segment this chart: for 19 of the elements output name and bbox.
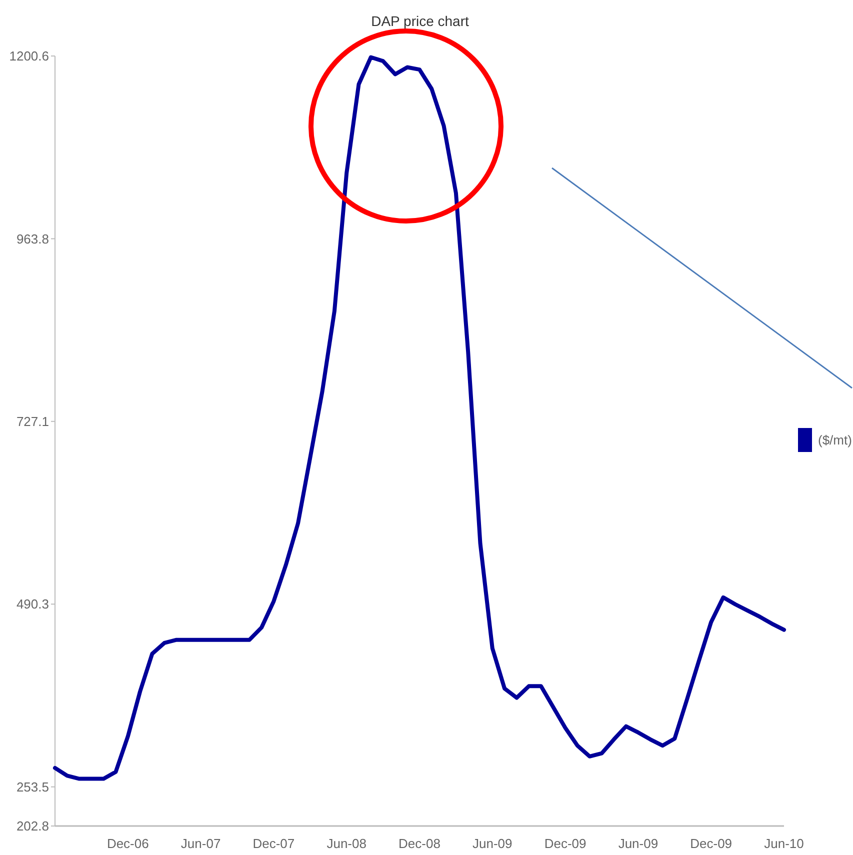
y-tick-label: 1200.6 <box>9 48 49 64</box>
x-tick-label: Jun-09 <box>472 836 512 851</box>
x-tick-label: Dec-06 <box>106 836 149 851</box>
x-tick-label: Dec-09 <box>544 836 586 851</box>
x-tick-label: Jun-10 <box>764 836 804 851</box>
x-tick-label: Dec-08 <box>398 836 440 851</box>
y-tick-label: 202.8 <box>16 818 49 834</box>
chart-title: DAP price chart <box>371 13 469 29</box>
x-tick-label: Jun-08 <box>326 836 366 851</box>
legend-label: ($/mt) <box>818 432 852 448</box>
y-tick-label: 490.3 <box>16 596 49 612</box>
line-series <box>53 55 786 781</box>
x-tick-label: Dec-07 <box>252 836 295 851</box>
y-tick-label: 727.1 <box>16 414 49 429</box>
x-tick-label: Jun-07 <box>180 836 221 851</box>
y-tick-label: 253.5 <box>16 779 49 794</box>
x-tick-label: Jun-09 <box>618 836 658 851</box>
y-tick-label: 963.8 <box>16 231 49 246</box>
x-tick-label: Dec-09 <box>690 836 732 851</box>
